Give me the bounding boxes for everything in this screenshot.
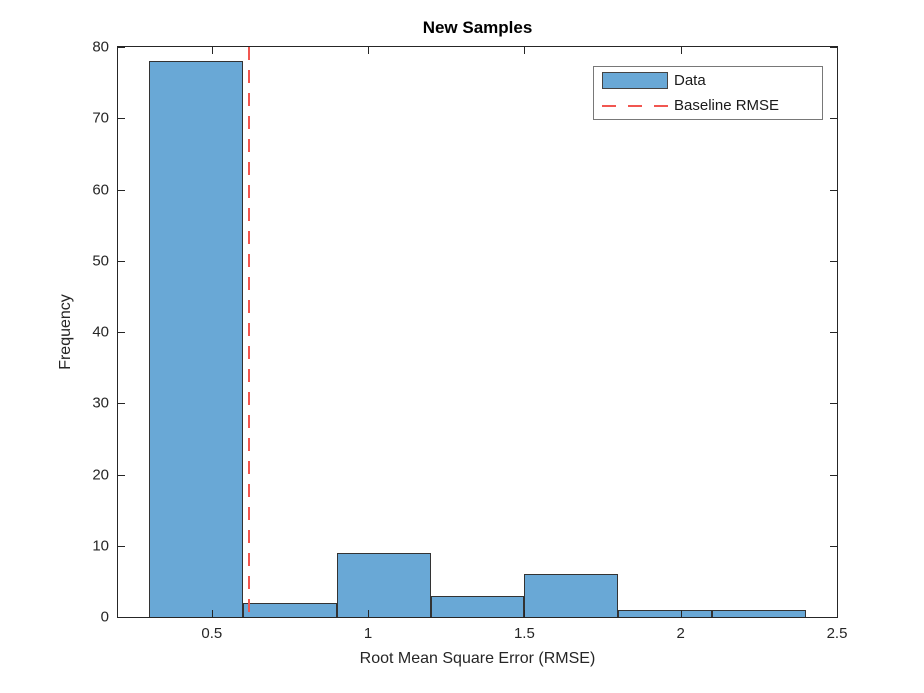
baseline-rmse-line <box>248 47 251 617</box>
histogram-bar <box>618 609 712 617</box>
histogram-bar <box>712 609 806 617</box>
x-tick-mark <box>368 610 370 617</box>
x-tick-label: 2 <box>676 625 685 642</box>
y-tick-mark <box>118 474 125 476</box>
y-tick-mark <box>830 189 837 191</box>
y-tick-mark <box>118 403 125 405</box>
legend-data-label: Data <box>674 72 706 89</box>
y-tick-label: 50 <box>92 252 109 270</box>
y-tick-label: 60 <box>92 181 109 198</box>
legend-data-patch-icon <box>602 72 668 89</box>
histogram-bar <box>430 595 525 617</box>
y-tick-mark <box>118 47 125 48</box>
y-tick-mark <box>830 118 837 120</box>
histogram-bar <box>243 602 337 617</box>
y-tick-label: 0 <box>100 608 109 626</box>
histogram-bar <box>524 574 619 617</box>
y-tick-mark <box>830 545 837 547</box>
y-tick-mark <box>830 403 837 405</box>
x-tick-mark <box>524 47 526 54</box>
histogram-bars-layer <box>118 47 837 617</box>
y-tick-mark <box>830 617 837 618</box>
x-tick-mark <box>837 610 838 617</box>
y-tick-mark <box>830 474 837 476</box>
legend-item-data: Data <box>602 70 822 91</box>
y-tick-label: 40 <box>92 323 109 341</box>
y-tick-mark <box>118 545 125 547</box>
y-tick-label: 80 <box>92 38 109 56</box>
y-tick-mark <box>830 332 837 333</box>
x-tick-mark <box>680 47 682 54</box>
y-tick-label: 30 <box>92 394 109 412</box>
x-tick-label: 0.5 <box>201 625 223 642</box>
y-tick-label: 20 <box>92 466 109 483</box>
x-tick-mark <box>837 47 838 54</box>
y-tick-mark <box>118 260 125 262</box>
axis-ticks-layer <box>118 47 838 618</box>
y-tick-mark <box>118 332 125 333</box>
y-tick-mark <box>118 189 125 191</box>
y-tick-label: 70 <box>92 109 109 127</box>
y-tick-label: 10 <box>92 537 109 555</box>
x-tick-label: 1.5 <box>513 625 535 642</box>
histogram-bar <box>336 552 431 617</box>
x-tick-mark <box>211 47 213 54</box>
y-tick-mark <box>830 47 837 48</box>
legend: Data Baseline RMSE <box>593 66 823 120</box>
legend-baseline-label: Baseline RMSE <box>674 97 780 114</box>
x-tick-label: 1 <box>363 625 373 642</box>
chart-title: New Samples <box>422 18 533 37</box>
x-tick-mark <box>524 610 526 617</box>
x-tick-label: 2.5 <box>826 625 848 642</box>
legend-item-baseline: Baseline RMSE <box>602 95 822 116</box>
y-tick-mark <box>118 617 125 618</box>
x-tick-mark <box>211 610 213 617</box>
x-tick-mark <box>368 47 370 54</box>
histogram-bar <box>149 61 244 617</box>
x-tick-mark <box>680 610 682 617</box>
x-axis-label: Root Mean Square Error (RMSE) <box>359 650 596 667</box>
plot-area: Data Baseline RMSE <box>117 46 838 618</box>
y-tick-mark <box>830 260 837 262</box>
y-tick-mark <box>118 118 125 120</box>
legend-baseline-dash-icon <box>602 104 668 107</box>
